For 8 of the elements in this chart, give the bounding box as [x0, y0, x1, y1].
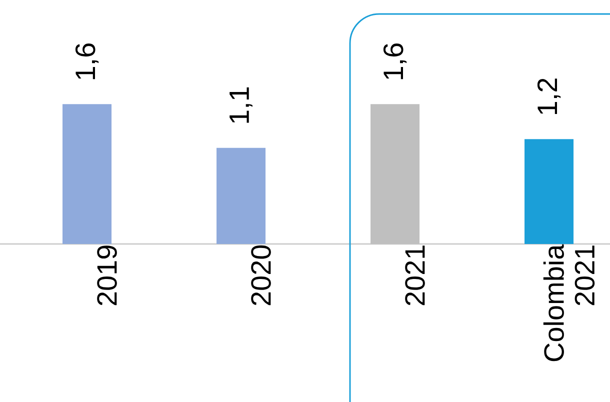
x-tick-label: 2021: [405, 246, 425, 306]
data-label: 1,6: [75, 44, 99, 80]
x-tick-label: 2020: [251, 245, 271, 306]
data-label: 1,2: [537, 78, 561, 114]
data-label: 1,1: [230, 87, 252, 123]
x-tick-label: 2019: [97, 246, 117, 306]
data-label: 1,6: [383, 44, 407, 80]
x-tick-label: Colombia 2021: [543, 244, 595, 362]
